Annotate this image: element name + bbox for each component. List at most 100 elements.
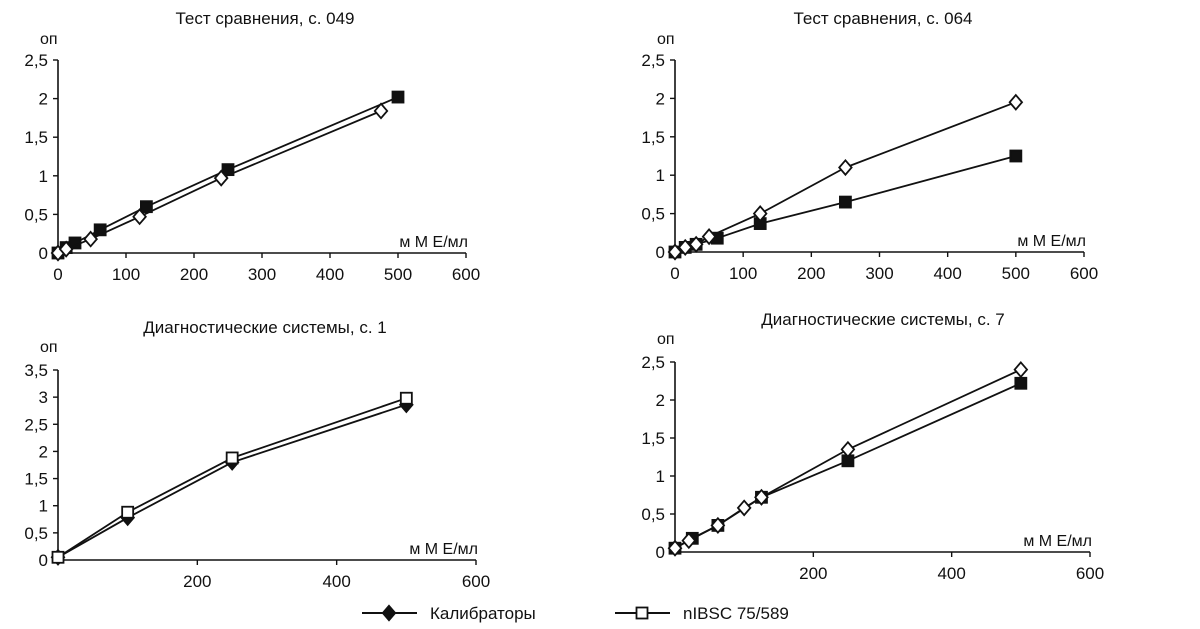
data-point (839, 195, 852, 209)
x-tick-label: 500 (1002, 264, 1030, 283)
chart-panel-3: Диагностические системы, с. 1 оп м М Е/мл 0… (24, 318, 490, 591)
data-point (1008, 93, 1024, 111)
y-tick-label: 2 (656, 391, 665, 410)
data-point (391, 90, 405, 104)
x-tick-label: 0 (670, 264, 679, 283)
data-point (1014, 376, 1028, 390)
x-axis-label: м М Е/мл (409, 541, 478, 558)
series-s2 (50, 102, 389, 262)
data-point (1013, 361, 1029, 379)
data-point (667, 243, 683, 261)
y-tick-label: 0 (656, 243, 665, 262)
y-tick-label: 0,5 (641, 505, 665, 524)
y-axis-label: оп (657, 31, 675, 48)
data-point (213, 169, 229, 187)
series-line (57, 397, 407, 559)
series-line (674, 101, 1017, 253)
y-tick-label: 0,5 (641, 205, 665, 224)
y-tick-label: 3 (39, 388, 48, 407)
x-tick-label: 200 (799, 564, 827, 583)
data-point (710, 516, 726, 534)
y-tick-label: 0,5 (24, 205, 48, 224)
legend-item-1: Калибраторы (362, 604, 536, 623)
y-axis-label: оп (657, 331, 675, 348)
y-tick-label: 2 (39, 442, 48, 461)
series-line (57, 403, 407, 559)
series-nibsc (51, 391, 413, 564)
y-axis-label: оп (40, 31, 58, 48)
x-axis-label: м М Е/мл (1017, 233, 1086, 250)
x-tick-label: 500 (384, 265, 412, 284)
chart-panel-1: Тест сравнения, с. 049 оп м М Е/мл 0 0,5 1 1,5… (24, 9, 480, 284)
y-tick-label: 2,5 (641, 353, 665, 372)
x-tick-label: 400 (316, 265, 344, 284)
y-axis-label: оп (40, 339, 58, 356)
data-point (701, 228, 717, 246)
x-tick-label: 100 (729, 264, 757, 283)
data-point (51, 550, 65, 564)
x-tick-label: 600 (462, 572, 490, 591)
data-point (1009, 149, 1023, 163)
data-point (121, 505, 135, 519)
data-point (225, 451, 239, 465)
y-tick-label: 1,5 (24, 470, 48, 489)
y-tick-label: 1 (656, 166, 665, 185)
y-tick-label: 3,5 (24, 361, 48, 380)
data-point (838, 158, 853, 177)
x-tick-label: 0 (53, 265, 62, 284)
x-tick-label: 400 (322, 572, 350, 591)
legend-label: nIBSC 75/589 (683, 604, 789, 623)
x-tick-label: 600 (1070, 264, 1098, 283)
y-tick-label: 1 (656, 467, 665, 486)
y-tick-label: 0 (39, 551, 48, 570)
chart-title: Диагностические системы, с. 1 (143, 318, 387, 337)
x-tick-label: 200 (180, 265, 208, 284)
x-tick-label: 400 (937, 564, 965, 583)
legend-diamond-marker (381, 604, 397, 622)
legend-label: Калибраторы (430, 604, 536, 623)
series-s2 (667, 93, 1024, 261)
x-axis-label: м М Е/мл (1023, 533, 1092, 550)
x-tick-label: 300 (865, 264, 893, 283)
data-point (736, 499, 752, 517)
data-point (83, 230, 99, 248)
series-s2 (667, 361, 1029, 557)
y-tick-label: 2,5 (641, 51, 665, 70)
y-tick-label: 0 (39, 244, 48, 263)
y-tick-label: 1,5 (641, 429, 665, 448)
x-tick-label: 100 (112, 265, 140, 284)
data-point (667, 539, 683, 557)
y-tick-label: 0 (656, 543, 665, 562)
data-point (132, 208, 147, 226)
legend-item-2: nIBSC 75/589 (615, 604, 789, 623)
x-tick-label: 200 (797, 264, 825, 283)
y-tick-label: 2,5 (24, 51, 48, 70)
chart-title: Тест сравнения, с. 064 (793, 9, 972, 28)
chart-panel-2: Тест сравнения, с. 064 оп м М Е/мл 0 0,5 1 1,5… (641, 9, 1098, 283)
data-point (754, 488, 769, 506)
data-point (139, 200, 153, 214)
legend-square-marker (635, 606, 649, 620)
y-tick-label: 0,5 (24, 524, 48, 543)
data-point (688, 235, 704, 253)
x-axis-label: м М Е/мл (399, 234, 468, 251)
x-tick-label: 200 (183, 572, 211, 591)
chart-title: Диагностические системы, с. 7 (761, 310, 1005, 329)
y-tick-label: 1 (39, 497, 48, 516)
y-tick-label: 1 (39, 167, 48, 186)
chart-title: Тест сравнения, с. 049 (175, 9, 354, 28)
y-tick-label: 1,5 (641, 128, 665, 147)
y-tick-label: 2 (656, 89, 665, 108)
data-point (373, 102, 389, 120)
y-tick-label: 2 (39, 90, 48, 109)
y-tick-label: 2,5 (24, 415, 48, 434)
x-tick-label: 400 (933, 264, 961, 283)
data-point (58, 240, 74, 258)
data-point (752, 205, 768, 223)
x-tick-label: 300 (248, 265, 276, 284)
x-tick-label: 600 (452, 265, 480, 284)
x-tick-label: 600 (1076, 564, 1104, 583)
data-point (399, 391, 413, 405)
data-point (840, 440, 856, 458)
